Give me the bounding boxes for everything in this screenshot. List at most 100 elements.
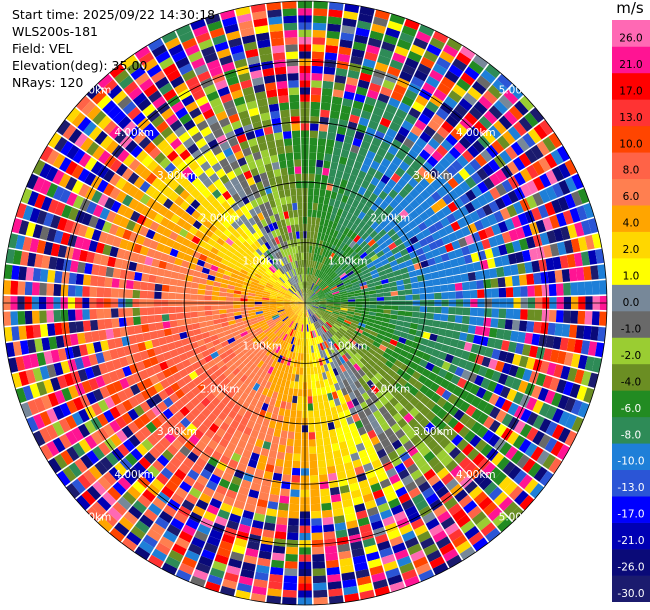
ray-cell <box>306 238 310 246</box>
ray-cell <box>339 372 346 381</box>
ray-cell <box>313 582 327 591</box>
ray-cell <box>320 334 326 342</box>
ray-cell <box>133 280 141 290</box>
ray-cell <box>166 444 179 456</box>
ray-cell <box>321 256 327 264</box>
ray-cell <box>289 503 300 512</box>
ray-cell <box>158 336 167 346</box>
ray-cell <box>208 223 218 233</box>
ray-cell <box>277 330 283 338</box>
ray-cell <box>58 157 72 172</box>
ray-cell <box>320 272 326 280</box>
ray-cell <box>117 496 132 511</box>
ray-cell <box>272 326 279 333</box>
ray-cell <box>448 64 464 78</box>
ray-cell <box>379 210 389 220</box>
ray-cell <box>77 474 92 490</box>
ray-cell <box>508 485 524 501</box>
ray-cell <box>532 415 545 430</box>
ray-cell <box>269 296 277 300</box>
ray-cell <box>253 261 262 268</box>
ray-cell <box>123 81 139 95</box>
ray-cell <box>355 510 368 520</box>
ray-cell <box>247 352 256 361</box>
ray-cell <box>234 286 242 291</box>
ray-cell <box>573 252 583 267</box>
ray-cell <box>532 399 544 414</box>
ray-cell <box>392 412 403 423</box>
ray-cell <box>97 517 113 533</box>
ray-cell <box>240 516 253 527</box>
ray-cell <box>346 519 359 530</box>
ray-cell <box>336 358 343 367</box>
ray-cell <box>399 70 413 83</box>
ray-cell <box>104 197 116 210</box>
ray-cell <box>498 496 514 512</box>
ray-cell <box>306 353 310 361</box>
ray-cell <box>340 295 348 299</box>
ray-cell <box>423 451 436 463</box>
ray-cell <box>444 371 455 382</box>
ray-cell <box>262 179 270 188</box>
ray-cell <box>322 516 334 526</box>
ray-cell <box>77 423 91 438</box>
ray-cell <box>228 320 236 326</box>
ray-cell <box>205 341 214 350</box>
ray-cell <box>66 192 78 207</box>
ray-cell <box>394 274 403 281</box>
ray-cell <box>467 448 480 461</box>
ray-cell <box>520 408 532 423</box>
ray-cell <box>343 394 352 403</box>
ray-cell <box>82 274 92 286</box>
ray-cell <box>437 269 447 278</box>
ray-cell <box>476 516 492 531</box>
ray-cell <box>501 179 514 193</box>
ray-cell <box>212 560 227 572</box>
ray-cell <box>128 396 140 408</box>
ray-cell <box>376 308 384 314</box>
ray-cell <box>353 208 362 217</box>
ray-cell <box>415 457 428 469</box>
ray-cell <box>182 374 193 385</box>
ray-cell <box>338 441 348 450</box>
ray-cell <box>414 401 425 412</box>
ray-cell <box>238 523 251 534</box>
ray-cell <box>81 490 96 506</box>
ray-cell <box>508 229 519 242</box>
ray-cell <box>463 500 478 514</box>
ray-cell <box>380 278 389 285</box>
ray-cell <box>305 299 312 303</box>
ray-cell <box>333 264 340 272</box>
ray-cell <box>276 304 284 307</box>
ray-cell <box>156 353 166 364</box>
ray-cell <box>351 199 360 209</box>
ray-cell <box>414 390 425 401</box>
ray-cell <box>405 305 413 312</box>
ray-cell <box>461 245 471 256</box>
ray-cell <box>312 202 318 211</box>
ray-cell <box>247 160 257 170</box>
ray-cell <box>442 548 459 562</box>
ray-cell <box>308 432 316 440</box>
ray-cell <box>236 247 245 255</box>
ray-cell <box>284 295 292 299</box>
ray-cell <box>532 359 543 372</box>
ray-cell <box>77 224 88 238</box>
ray-cell <box>159 437 171 449</box>
ray-cell <box>587 372 599 388</box>
ray-cell <box>283 298 291 301</box>
ray-cell <box>279 289 286 294</box>
ray-cell <box>288 232 293 240</box>
ray-cell <box>115 403 127 416</box>
ray-cell <box>174 511 188 524</box>
ray-cell <box>384 168 395 179</box>
ray-cell <box>305 296 310 303</box>
ray-cell <box>55 257 65 271</box>
ray-cell <box>260 378 268 388</box>
ray-cell <box>204 167 216 178</box>
ray-cell <box>101 373 113 385</box>
ray-cell <box>454 348 464 358</box>
ray-cell <box>70 371 82 384</box>
ray-cell <box>171 543 187 556</box>
ray-cell <box>214 41 229 52</box>
